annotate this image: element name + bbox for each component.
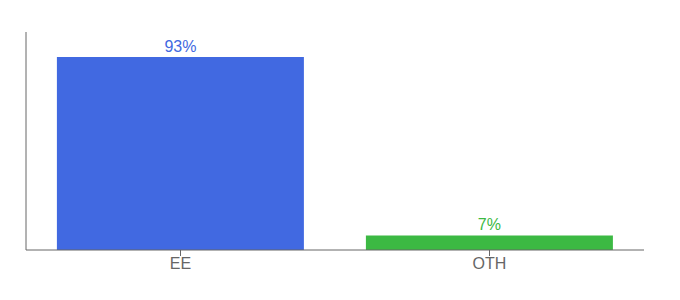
svg-text:EE: EE	[170, 255, 191, 272]
svg-text:93%: 93%	[164, 38, 196, 55]
svg-text:7%: 7%	[478, 216, 501, 233]
svg-text:OTH: OTH	[473, 255, 507, 272]
